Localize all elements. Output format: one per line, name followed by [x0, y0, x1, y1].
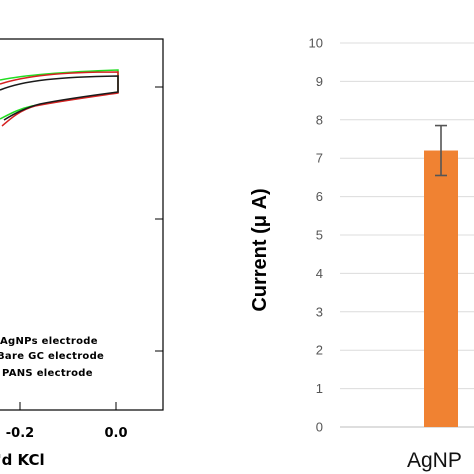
bar-marks	[424, 124, 458, 427]
cv-x-tick-label: 0.0	[104, 426, 127, 441]
bar-agnp	[424, 150, 458, 427]
cv-legend-agnps: AgNPs electrode	[0, 336, 98, 347]
cv-legend-pans: PANS electrode	[2, 368, 93, 379]
cv-x-tick-label: -0.2	[6, 426, 34, 441]
bar-y-tick-labels: 0 1 2 3 4 5 6 7 8 9 10	[309, 36, 323, 435]
bar-y-tick-label: 4	[316, 266, 323, 281]
cv-curve-agnps	[0, 71, 119, 127]
cv-x-axis-label: 'd KCl	[0, 451, 45, 469]
bar-category-label: AgNP	[407, 449, 462, 472]
bar-y-tick-label: 2	[316, 343, 323, 358]
bar-y-tick-label: 5	[316, 228, 323, 243]
bar-y-tick-label: 3	[316, 304, 323, 319]
bar-y-tick-label: 1	[316, 381, 323, 396]
bar-y-tick-label: 6	[316, 189, 323, 204]
bar-y-tick-label: 0	[316, 420, 323, 435]
bar-y-axis-label: Current (μ A)	[249, 188, 271, 311]
bar-y-tick-label: 10	[309, 36, 323, 51]
bar-y-tick-label: 8	[316, 112, 323, 127]
cv-plot-frame	[0, 38, 164, 411]
cv-curve-bare-gc	[0, 75, 119, 121]
bar-panel: 0 1 2 3 4 5 6 7 8 9 10 Current (μ A) AgNP	[249, 36, 474, 472]
bar-y-tick-label: 9	[316, 74, 323, 89]
bar-y-tick-label: 7	[316, 151, 323, 166]
cv-panel: AgNPs electrode Bare GC electrode PANS e…	[0, 38, 164, 469]
cv-legend-bare-gc: Bare GC electrode	[0, 351, 104, 362]
